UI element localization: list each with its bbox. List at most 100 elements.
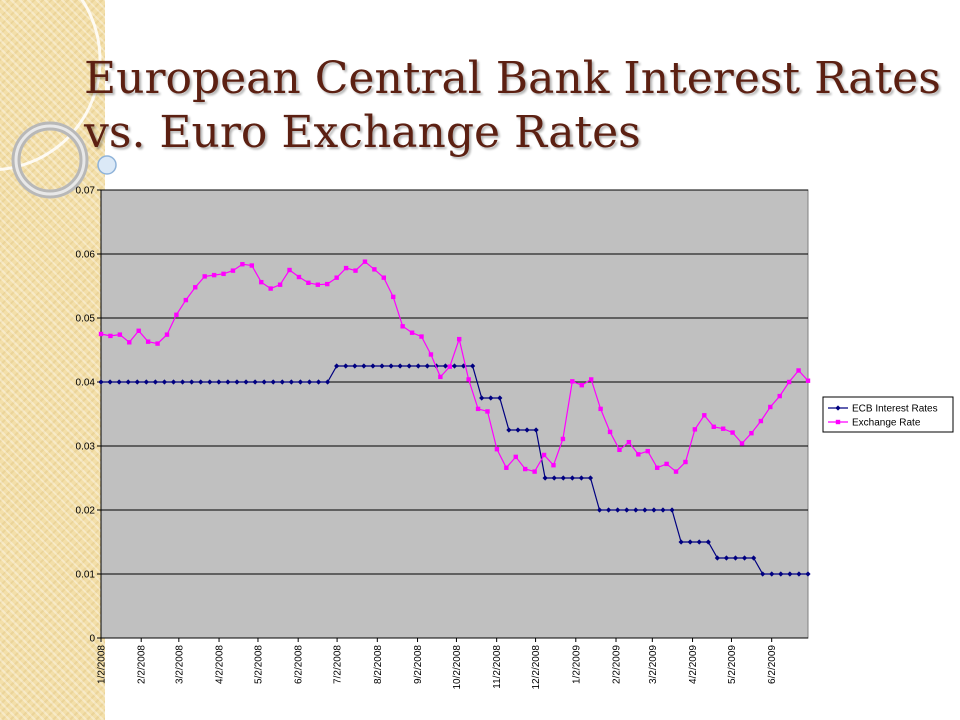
plot-area [100, 189, 809, 639]
data-point [252, 379, 258, 385]
data-point [409, 330, 415, 335]
y-tick-label: 0.04 [76, 378, 96, 389]
x-tick-label: 6/2/2008 [294, 645, 305, 684]
data-point [297, 379, 304, 385]
legend-entry-label: Exchange Rate [852, 418, 921, 429]
x-tick-label: 9/2/2008 [413, 645, 424, 684]
data-point [687, 539, 693, 545]
data-point [381, 275, 386, 280]
data-point [125, 379, 131, 385]
x-tick-label: 2/2/2008 [137, 645, 148, 684]
data-point [479, 395, 485, 401]
data-point [428, 352, 434, 357]
x-tick-label: 7/2/2008 [333, 645, 344, 684]
data-point [325, 281, 330, 287]
data-point [654, 465, 660, 470]
data-point [497, 395, 503, 401]
data-point [234, 379, 240, 385]
x-axis-ticks: 1/2/2008 2/2/2008 3/2/2008 4/2/2008 5/2/2008… [97, 638, 778, 690]
data-point [170, 379, 177, 385]
data-point [651, 507, 657, 513]
data-point [542, 475, 548, 481]
data-point [406, 363, 412, 369]
y-tick-label: 0.02 [76, 506, 96, 517]
data-point [768, 404, 773, 410]
data-point [343, 363, 349, 369]
data-point [207, 379, 213, 385]
y-tick-label: 0 [89, 634, 95, 645]
data-point [626, 439, 632, 445]
data-point [225, 379, 231, 385]
x-tick-label: 2/2/2009 [612, 645, 623, 684]
data-point [193, 285, 198, 290]
data-point [673, 469, 679, 474]
data-point [711, 424, 716, 429]
data-point [343, 265, 349, 271]
data-point [288, 379, 294, 385]
data-point [758, 418, 764, 424]
data-point [532, 469, 537, 474]
data-point [134, 379, 140, 385]
x-tick-label: 3/2/2009 [648, 645, 659, 684]
data-point [189, 379, 195, 385]
data-point [642, 507, 648, 513]
data-point [315, 282, 321, 287]
series-line-1 [100, 260, 809, 473]
data-point [702, 413, 707, 418]
data-point [579, 383, 584, 388]
data-point [179, 379, 186, 385]
data-point [683, 459, 688, 465]
data-point [372, 267, 377, 272]
data-point [352, 363, 358, 369]
data-point [268, 286, 273, 291]
data-point [805, 378, 811, 383]
data-point [494, 447, 500, 452]
data-point [705, 539, 711, 545]
data-point [636, 452, 641, 457]
data-point [164, 332, 170, 337]
data-point [805, 571, 811, 577]
data-point [723, 555, 730, 561]
y-tick-label: 0.07 [76, 186, 96, 197]
data-point [605, 507, 612, 513]
data-point [732, 555, 739, 561]
data-point [778, 571, 784, 577]
data-point [504, 465, 509, 470]
x-tick-label: 5/2/2009 [727, 645, 738, 684]
data-point [353, 268, 358, 273]
data-point [692, 427, 698, 432]
data-point [306, 280, 311, 285]
y-tick-label: 0.01 [76, 570, 96, 581]
legend-entry-label: ECB Interest Rates [852, 404, 938, 415]
gridlines [101, 189, 808, 575]
x-tick-label: 12/2/2008 [531, 645, 542, 690]
data-point [362, 259, 368, 264]
series-group [98, 259, 811, 577]
data-point [145, 339, 151, 344]
data-point [664, 461, 669, 467]
data-point [533, 427, 539, 433]
data-point [488, 395, 494, 401]
data-point [596, 507, 603, 513]
x-tick-label: 8/2/2008 [373, 645, 384, 684]
data-point [730, 430, 735, 435]
data-point [633, 507, 639, 513]
data-point [325, 379, 331, 385]
x-tick-label: 10/2/2008 [452, 645, 463, 690]
data-point [391, 294, 396, 300]
data-point [457, 336, 462, 342]
data-point [615, 507, 621, 513]
data-point [741, 555, 748, 561]
data-point [400, 324, 405, 329]
slide-title: European Central Bank Interest Rates vs.… [84, 53, 941, 158]
y-tick-label: 0.06 [76, 250, 96, 261]
data-point [515, 427, 521, 433]
legend-marker [835, 405, 841, 411]
data-point [720, 426, 726, 431]
data-point [249, 263, 255, 268]
data-point [714, 555, 720, 561]
data-point [388, 363, 394, 369]
data-point [786, 379, 792, 385]
data-point [617, 447, 622, 453]
